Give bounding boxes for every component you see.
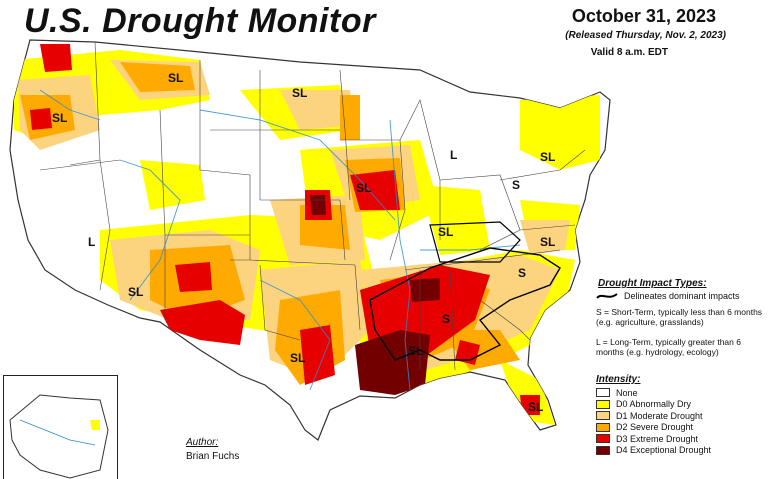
d3-regions xyxy=(30,44,540,415)
intensity-item: D4 Exceptional Drought xyxy=(596,445,711,457)
dominant-impact-outline-2 xyxy=(429,221,521,263)
alaska-river xyxy=(19,419,96,446)
map-label-sl-mt: SL xyxy=(168,71,183,85)
impact-line-icon xyxy=(596,293,618,299)
state-boundaries xyxy=(39,41,586,371)
page-title: U.S. Drought Monitor xyxy=(24,2,376,40)
map-label-sl-ia: SL xyxy=(356,181,371,195)
map-date: October 31, 2023 xyxy=(571,6,716,26)
release-date: (Released Thursday, Nov. 2, 2023) xyxy=(565,30,726,41)
intensity-swatch xyxy=(596,422,610,432)
intensity-item: D1 Moderate Drought xyxy=(596,410,711,422)
intensity-swatch xyxy=(596,388,610,398)
alaska-inset-frame xyxy=(3,375,118,479)
map-label-sl-ky: SL xyxy=(540,235,555,249)
map-label-sl-nd: SL xyxy=(292,86,307,100)
intensity-label: D3 Extreme Drought xyxy=(616,433,699,444)
valid-time: Valid 8 a.m. EDT xyxy=(590,47,668,58)
d4-regions xyxy=(310,195,440,395)
intensity-label: None xyxy=(616,387,638,398)
intensity-swatch xyxy=(596,411,610,421)
map-label-s-ga: S xyxy=(442,312,450,326)
map-label-sl-il: SL xyxy=(438,225,453,239)
map-label-l-mi: L xyxy=(450,148,457,162)
delineates-label: Delineates dominant impacts xyxy=(624,291,740,301)
intensity-swatch xyxy=(596,445,610,455)
intensity-swatch xyxy=(596,434,610,444)
map-label-s-va: S xyxy=(518,266,526,280)
intensity-item: D3 Extreme Drought xyxy=(596,433,711,445)
intensity-swatch xyxy=(596,399,610,409)
map-label-sl-az: SL xyxy=(128,285,143,299)
short-term-note: S = Short-Term, typically less than 6 mo… xyxy=(596,307,763,327)
impact-types-heading: Drought Impact Types: xyxy=(598,278,707,289)
impact-delineation: Delineates dominant impacts xyxy=(596,291,762,301)
alaska-d0 xyxy=(90,420,100,430)
map-label-sl-pnw: SL xyxy=(52,111,67,125)
map-label-sl-ny: SL xyxy=(540,150,555,164)
map-label-sl-la: SL xyxy=(408,344,423,358)
intensity-heading: Intensity: xyxy=(596,374,641,385)
intensity-label: D4 Exceptional Drought xyxy=(616,445,712,456)
alaska-outline xyxy=(9,394,109,479)
map-label-l-ca: L xyxy=(88,235,95,249)
intensity-item: D0 Abnormally Dry xyxy=(596,399,711,411)
map-label-sl-tx: SL xyxy=(290,351,305,365)
author-name: Brian Fuchs xyxy=(186,451,240,462)
map-label-s-pa: S xyxy=(512,178,520,192)
intensity-legend: None D0 Abnormally Dry D1 Moderate Drought… xyxy=(596,387,711,456)
intensity-label: D1 Moderate Drought xyxy=(616,410,703,421)
dominant-impact-outline xyxy=(369,247,561,361)
author-label: Author: xyxy=(186,437,219,448)
intensity-item: None xyxy=(596,387,711,399)
intensity-label: D2 Severe Drought xyxy=(616,422,694,433)
intensity-label: D0 Abnormally Dry xyxy=(616,399,692,410)
intensity-item: D2 Severe Drought xyxy=(596,422,711,434)
map-label-sl-fl: SL xyxy=(528,400,543,414)
long-term-note: L = Long-Term, typically greater than 6 … xyxy=(596,337,741,357)
